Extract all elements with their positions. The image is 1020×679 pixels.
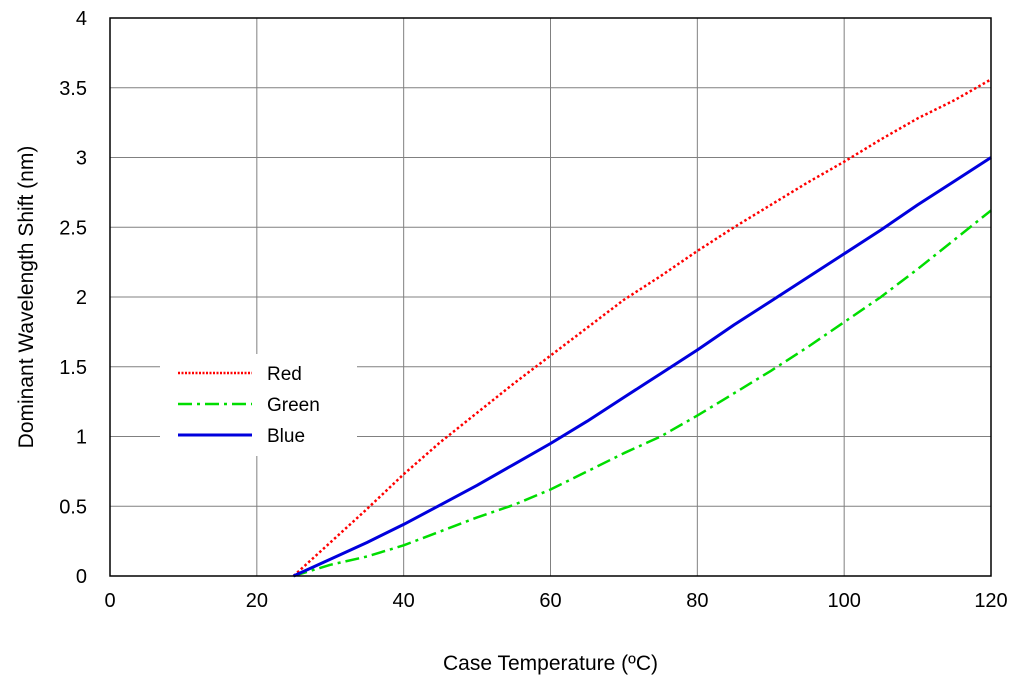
y-tick-label: 2.5 — [59, 217, 87, 239]
y-tick-label: 3.5 — [59, 78, 87, 100]
y-tick-label: 3 — [76, 148, 87, 170]
y-tick-label: 1.5 — [59, 357, 87, 379]
legend-label-blue: Blue — [267, 426, 305, 447]
x-axis-title: Case Temperature (ºC) — [443, 652, 658, 675]
series-line-blue — [292, 156, 992, 578]
x-tick-label: 80 — [686, 590, 708, 612]
legend: Red Green Blue — [160, 354, 357, 456]
x-tick-label: 120 — [974, 590, 1007, 612]
x-tick-label: 100 — [827, 590, 860, 612]
y-tick-label: 4 — [76, 8, 87, 30]
plot-frame — [109, 17, 992, 577]
y-tick-label: 0.5 — [59, 496, 87, 518]
x-tick-label: 40 — [393, 590, 415, 612]
series-line-green — [293, 209, 992, 578]
series-line-red — [292, 78, 992, 577]
tick-labels: 0 20 40 60 80 100 120 0 0.5 1 1.5 2 2.5 3 3.5 4 — [59, 8, 1008, 612]
legend-background — [160, 354, 357, 456]
y-tick-label: 0 — [76, 566, 87, 588]
x-tick-label: 0 — [104, 590, 115, 612]
y-tick-label: 1 — [76, 427, 87, 449]
y-tick-label: 2 — [76, 287, 87, 309]
legend-label-red: Red — [267, 364, 302, 385]
series-group — [292, 78, 992, 578]
x-tick-label: 60 — [539, 590, 561, 612]
y-axis-title: Dominant Wavelength Shift (nm) — [15, 146, 38, 449]
x-tick-label: 20 — [246, 590, 268, 612]
legend-label-green: Green — [267, 395, 320, 416]
